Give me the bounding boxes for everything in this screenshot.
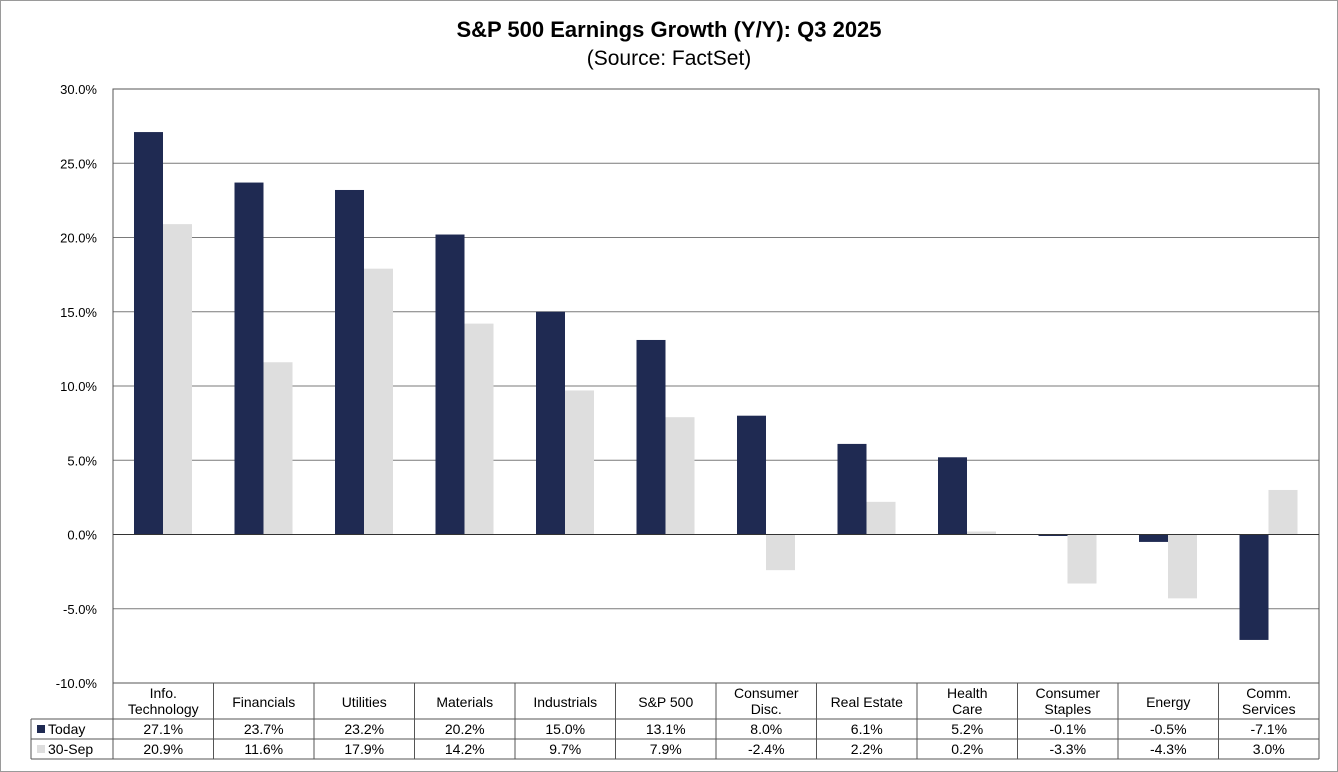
data-label: 11.6% xyxy=(244,741,283,757)
bar-30-sep xyxy=(464,323,494,535)
data-label: -4.3% xyxy=(1150,741,1187,757)
bar-today xyxy=(938,457,967,535)
bar-today xyxy=(435,234,465,535)
data-label: 23.2% xyxy=(344,721,384,737)
data-label: 13.1% xyxy=(646,721,686,737)
category-label: Industrials xyxy=(533,694,597,710)
category-label: Comm. Services xyxy=(1242,685,1296,717)
bar-30-sep xyxy=(866,501,896,535)
data-label: 20.2% xyxy=(445,721,485,737)
data-label: 9.7% xyxy=(549,741,581,757)
y-tick-label: 0.0% xyxy=(67,528,97,543)
data-label: 8.0% xyxy=(750,721,782,737)
data-label: 27.1% xyxy=(143,721,183,737)
y-tick-label: -10.0% xyxy=(56,676,98,691)
category-label-line: Health xyxy=(947,685,987,701)
category-label-line: Services xyxy=(1242,701,1296,717)
bar-30-sep xyxy=(565,390,594,535)
bar-30-sep xyxy=(766,534,795,571)
data-label: -7.1% xyxy=(1250,721,1287,737)
y-tick-label: 10.0% xyxy=(60,379,97,394)
bar-today xyxy=(234,182,264,535)
y-tick-label: 20.0% xyxy=(60,231,97,246)
bar-today xyxy=(837,443,867,535)
y-tick-label: 5.0% xyxy=(67,453,97,468)
data-label: -0.5% xyxy=(1150,721,1187,737)
bar-today xyxy=(536,311,565,535)
category-label: Info. Technology xyxy=(128,685,199,717)
category-label: S&P 500 xyxy=(638,694,693,710)
legend-label: 30-Sep xyxy=(48,741,93,757)
category-label-line: Staples xyxy=(1044,701,1091,717)
legend-label: Today xyxy=(48,721,85,737)
category-label-line: Info. xyxy=(150,685,177,701)
legend-swatch-30-sep xyxy=(37,745,45,753)
y-tick-label: -5.0% xyxy=(63,602,97,617)
data-label: -3.3% xyxy=(1049,741,1086,757)
data-label: 15.0% xyxy=(545,721,585,737)
bar-30-sep xyxy=(1067,534,1097,584)
data-label: 7.9% xyxy=(650,741,682,757)
category-label-line: Care xyxy=(952,701,983,717)
category-label: Financials xyxy=(232,694,295,710)
y-tick-label: 30.0% xyxy=(60,82,97,97)
y-tick-label: 25.0% xyxy=(60,156,97,171)
category-label: Real Estate xyxy=(831,694,904,710)
bar-today xyxy=(335,189,364,535)
category-label-line: Comm. xyxy=(1246,685,1291,701)
chart-subtitle: (Source: FactSet) xyxy=(587,47,752,70)
data-label: 14.2% xyxy=(445,741,485,757)
category-label-line: Disc. xyxy=(751,701,782,717)
bar-30-sep xyxy=(665,417,695,535)
category-label-line: Technology xyxy=(128,701,199,717)
bars xyxy=(113,132,1319,640)
y-axis: 30.0% 25.0% 20.0% 15.0% 10.0% 5.0% 0.0% -5.0% -1… xyxy=(56,82,98,691)
bar-30-sep xyxy=(1168,534,1197,599)
bar-30-sep xyxy=(364,268,393,535)
bar-today xyxy=(1038,534,1068,536)
data-label: -2.4% xyxy=(748,741,785,757)
category-label: Materials xyxy=(436,694,493,710)
bar-30-sep xyxy=(967,531,996,535)
data-label: -0.1% xyxy=(1049,721,1086,737)
category-label: Energy xyxy=(1146,694,1190,710)
bar-30-sep xyxy=(263,362,293,535)
data-label: 17.9% xyxy=(344,741,384,757)
y-tick-label: 15.0% xyxy=(60,305,97,320)
category-label: Health Care xyxy=(947,685,987,717)
legend-swatch-today xyxy=(37,725,45,733)
bar-today xyxy=(1139,534,1168,542)
data-label: 20.9% xyxy=(143,741,183,757)
chart-title: S&P 500 Earnings Growth (Y/Y): Q3 2025 xyxy=(456,17,881,42)
data-label: 2.2% xyxy=(851,741,883,757)
bar-30-sep xyxy=(163,224,192,535)
bar-today xyxy=(134,132,163,535)
category-label: Consumer Staples xyxy=(1035,685,1100,717)
data-label: 6.1% xyxy=(851,721,883,737)
gridlines xyxy=(112,88,1320,684)
category-label-line: Consumer xyxy=(734,685,799,701)
data-table: Info. Technology Financials Utilities Materi… xyxy=(30,683,1320,760)
bar-today xyxy=(1239,534,1269,640)
category-label: Utilities xyxy=(342,694,387,710)
data-label: 0.2% xyxy=(951,741,983,757)
bar-today xyxy=(737,415,766,535)
data-label: 3.0% xyxy=(1253,741,1285,757)
bar-today xyxy=(636,339,666,535)
category-label-line: Consumer xyxy=(1035,685,1100,701)
bar-30-sep xyxy=(1268,489,1298,535)
category-label: Consumer Disc. xyxy=(734,685,799,717)
data-label: 23.7% xyxy=(244,721,284,737)
data-label: 5.2% xyxy=(951,721,983,737)
